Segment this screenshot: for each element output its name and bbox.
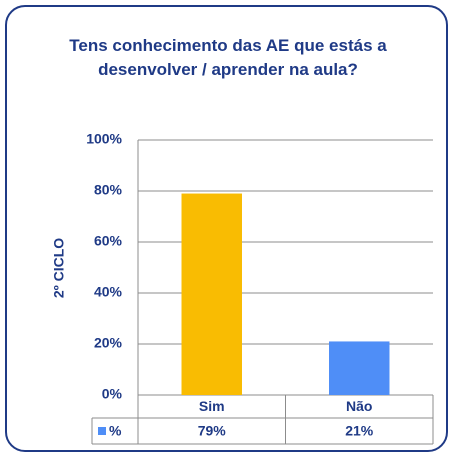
y-tick-label: 40%	[94, 284, 123, 300]
bar	[329, 341, 390, 395]
legend-label: %	[109, 423, 122, 439]
y-tick-label: 0%	[102, 386, 123, 402]
y-tick-label: 80%	[94, 182, 123, 198]
y-axis-label: 2º CICLO	[51, 238, 67, 298]
y-tick-label: 100%	[86, 131, 122, 147]
y-tick-label: 20%	[94, 335, 123, 351]
data-label: 79%	[198, 423, 227, 439]
x-tick-label: Não	[346, 398, 372, 414]
legend-swatch	[98, 427, 106, 435]
x-tick-label: Sim	[199, 398, 225, 414]
y-tick-label: 60%	[94, 233, 123, 249]
frame	[5, 5, 448, 452]
data-label: 21%	[345, 423, 374, 439]
chart-title: Tens conhecimento das AE que estás a des…	[69, 36, 387, 79]
bar	[181, 193, 242, 395]
